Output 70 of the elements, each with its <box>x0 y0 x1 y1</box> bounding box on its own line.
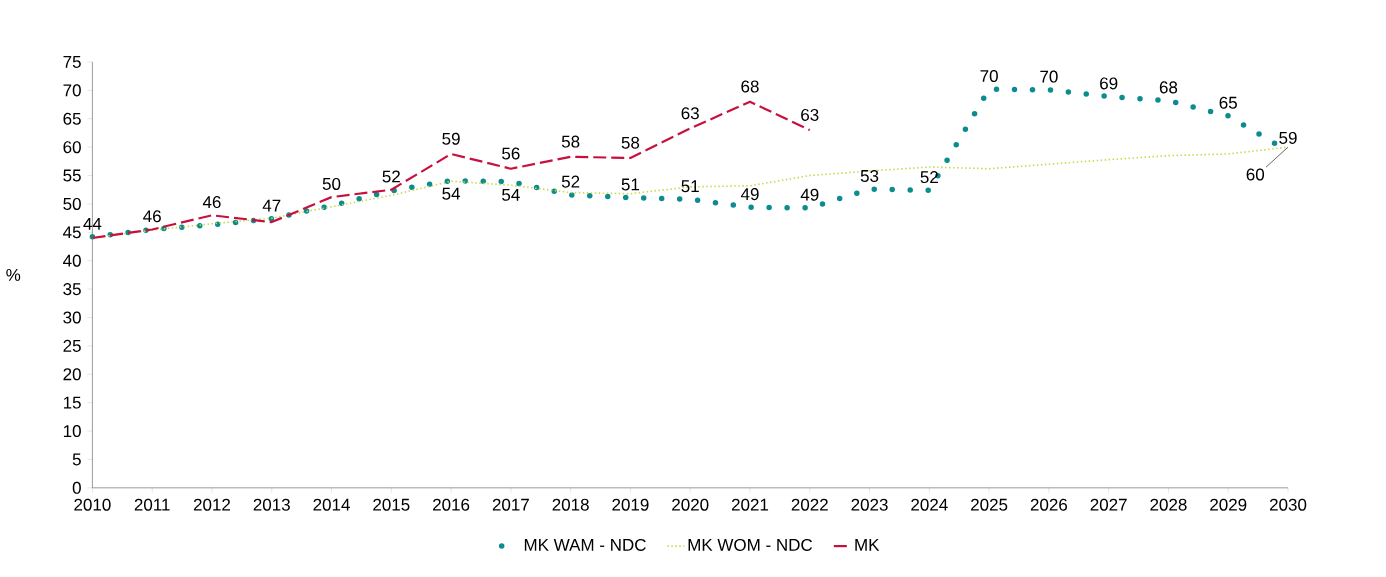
data-label: 56 <box>502 147 520 160</box>
x-tick-label: 2016 <box>433 498 470 511</box>
data-label: 63 <box>801 108 819 122</box>
legend-label: MK WOM - NDC <box>688 538 813 552</box>
x-tick-label: 2030 <box>1269 498 1307 511</box>
data-label: 49 <box>740 188 759 201</box>
x-tick-label: 2028 <box>1150 498 1187 511</box>
y-tick-label: 45 <box>63 226 81 239</box>
data-label: 54 <box>442 187 461 200</box>
y-tick-label: 70 <box>63 84 81 97</box>
data-label: 60 <box>1246 168 1265 181</box>
x-tick-label: 2015 <box>373 498 410 511</box>
data-label: 68 <box>1159 81 1178 94</box>
data-label: 47 <box>262 199 281 212</box>
x-tick-label: 2010 <box>74 498 111 511</box>
x-tick-label: 2017 <box>492 498 529 511</box>
y-tick-label: 0 <box>72 481 81 494</box>
data-label: 69 <box>1100 77 1118 90</box>
x-tick-label: 2012 <box>193 498 230 511</box>
x-tick-label: 2024 <box>911 498 948 511</box>
data-label: 58 <box>561 135 580 148</box>
data-label: 63 <box>681 107 699 120</box>
y-tick-label: 15 <box>63 396 81 409</box>
data-label: 52 <box>561 175 580 188</box>
y-tick-label: 60 <box>63 141 81 154</box>
x-tick-label: 2014 <box>313 498 350 511</box>
x-tick-label: 2025 <box>971 498 1008 511</box>
data-label: 59 <box>442 132 460 145</box>
x-tick-label: 2018 <box>552 498 589 511</box>
data-label: 52 <box>920 171 938 184</box>
x-tick-label: 2029 <box>1210 498 1247 511</box>
data-label: 59 <box>1279 131 1297 145</box>
y-tick-label: 75 <box>63 56 81 68</box>
y-tick-label: 50 <box>63 198 81 211</box>
y-tick-label: 65 <box>63 112 81 125</box>
y-tick-label: 35 <box>63 283 81 296</box>
data-label: 50 <box>322 177 341 191</box>
data-label: 68 <box>741 80 759 93</box>
x-tick-label: 2013 <box>253 498 290 511</box>
data-label: 58 <box>621 136 640 149</box>
x-tick-label: 2021 <box>731 498 769 511</box>
y-tick-label: 30 <box>63 311 81 324</box>
data-label: 51 <box>681 180 699 193</box>
x-tick-label: 2023 <box>851 498 888 511</box>
y-tick-label: 20 <box>63 368 81 381</box>
y-tick-label: 25 <box>63 339 81 352</box>
data-label: 44 <box>83 218 102 230</box>
x-tick-label: 2020 <box>672 498 709 511</box>
y-tick-label: 40 <box>63 254 81 267</box>
legend-label: MK WAM - NDC <box>524 538 646 552</box>
y-tick-label: 5 <box>72 453 81 466</box>
legend-label: MK <box>855 539 880 551</box>
data-label: 46 <box>143 210 161 223</box>
data-label: 51 <box>621 178 640 191</box>
x-tick-label: 2019 <box>612 498 649 511</box>
x-tick-label: 2026 <box>1030 498 1068 511</box>
data-label: 49 <box>800 188 819 201</box>
data-label: 65 <box>1219 96 1237 109</box>
data-label: 52 <box>382 170 400 183</box>
x-tick-label: 2027 <box>1090 498 1127 511</box>
data-label: 70 <box>1040 70 1058 83</box>
data-label: 70 <box>980 70 998 83</box>
data-label: 53 <box>860 170 879 183</box>
x-tick-label: 2022 <box>791 498 828 511</box>
y-tick-label: 55 <box>63 169 81 182</box>
y-tick-label: 10 <box>63 425 81 438</box>
x-tick-label: 2011 <box>134 498 170 511</box>
data-label: 54 <box>502 189 520 201</box>
y-axis-title: % <box>6 269 21 281</box>
data-label: 46 <box>202 196 221 209</box>
